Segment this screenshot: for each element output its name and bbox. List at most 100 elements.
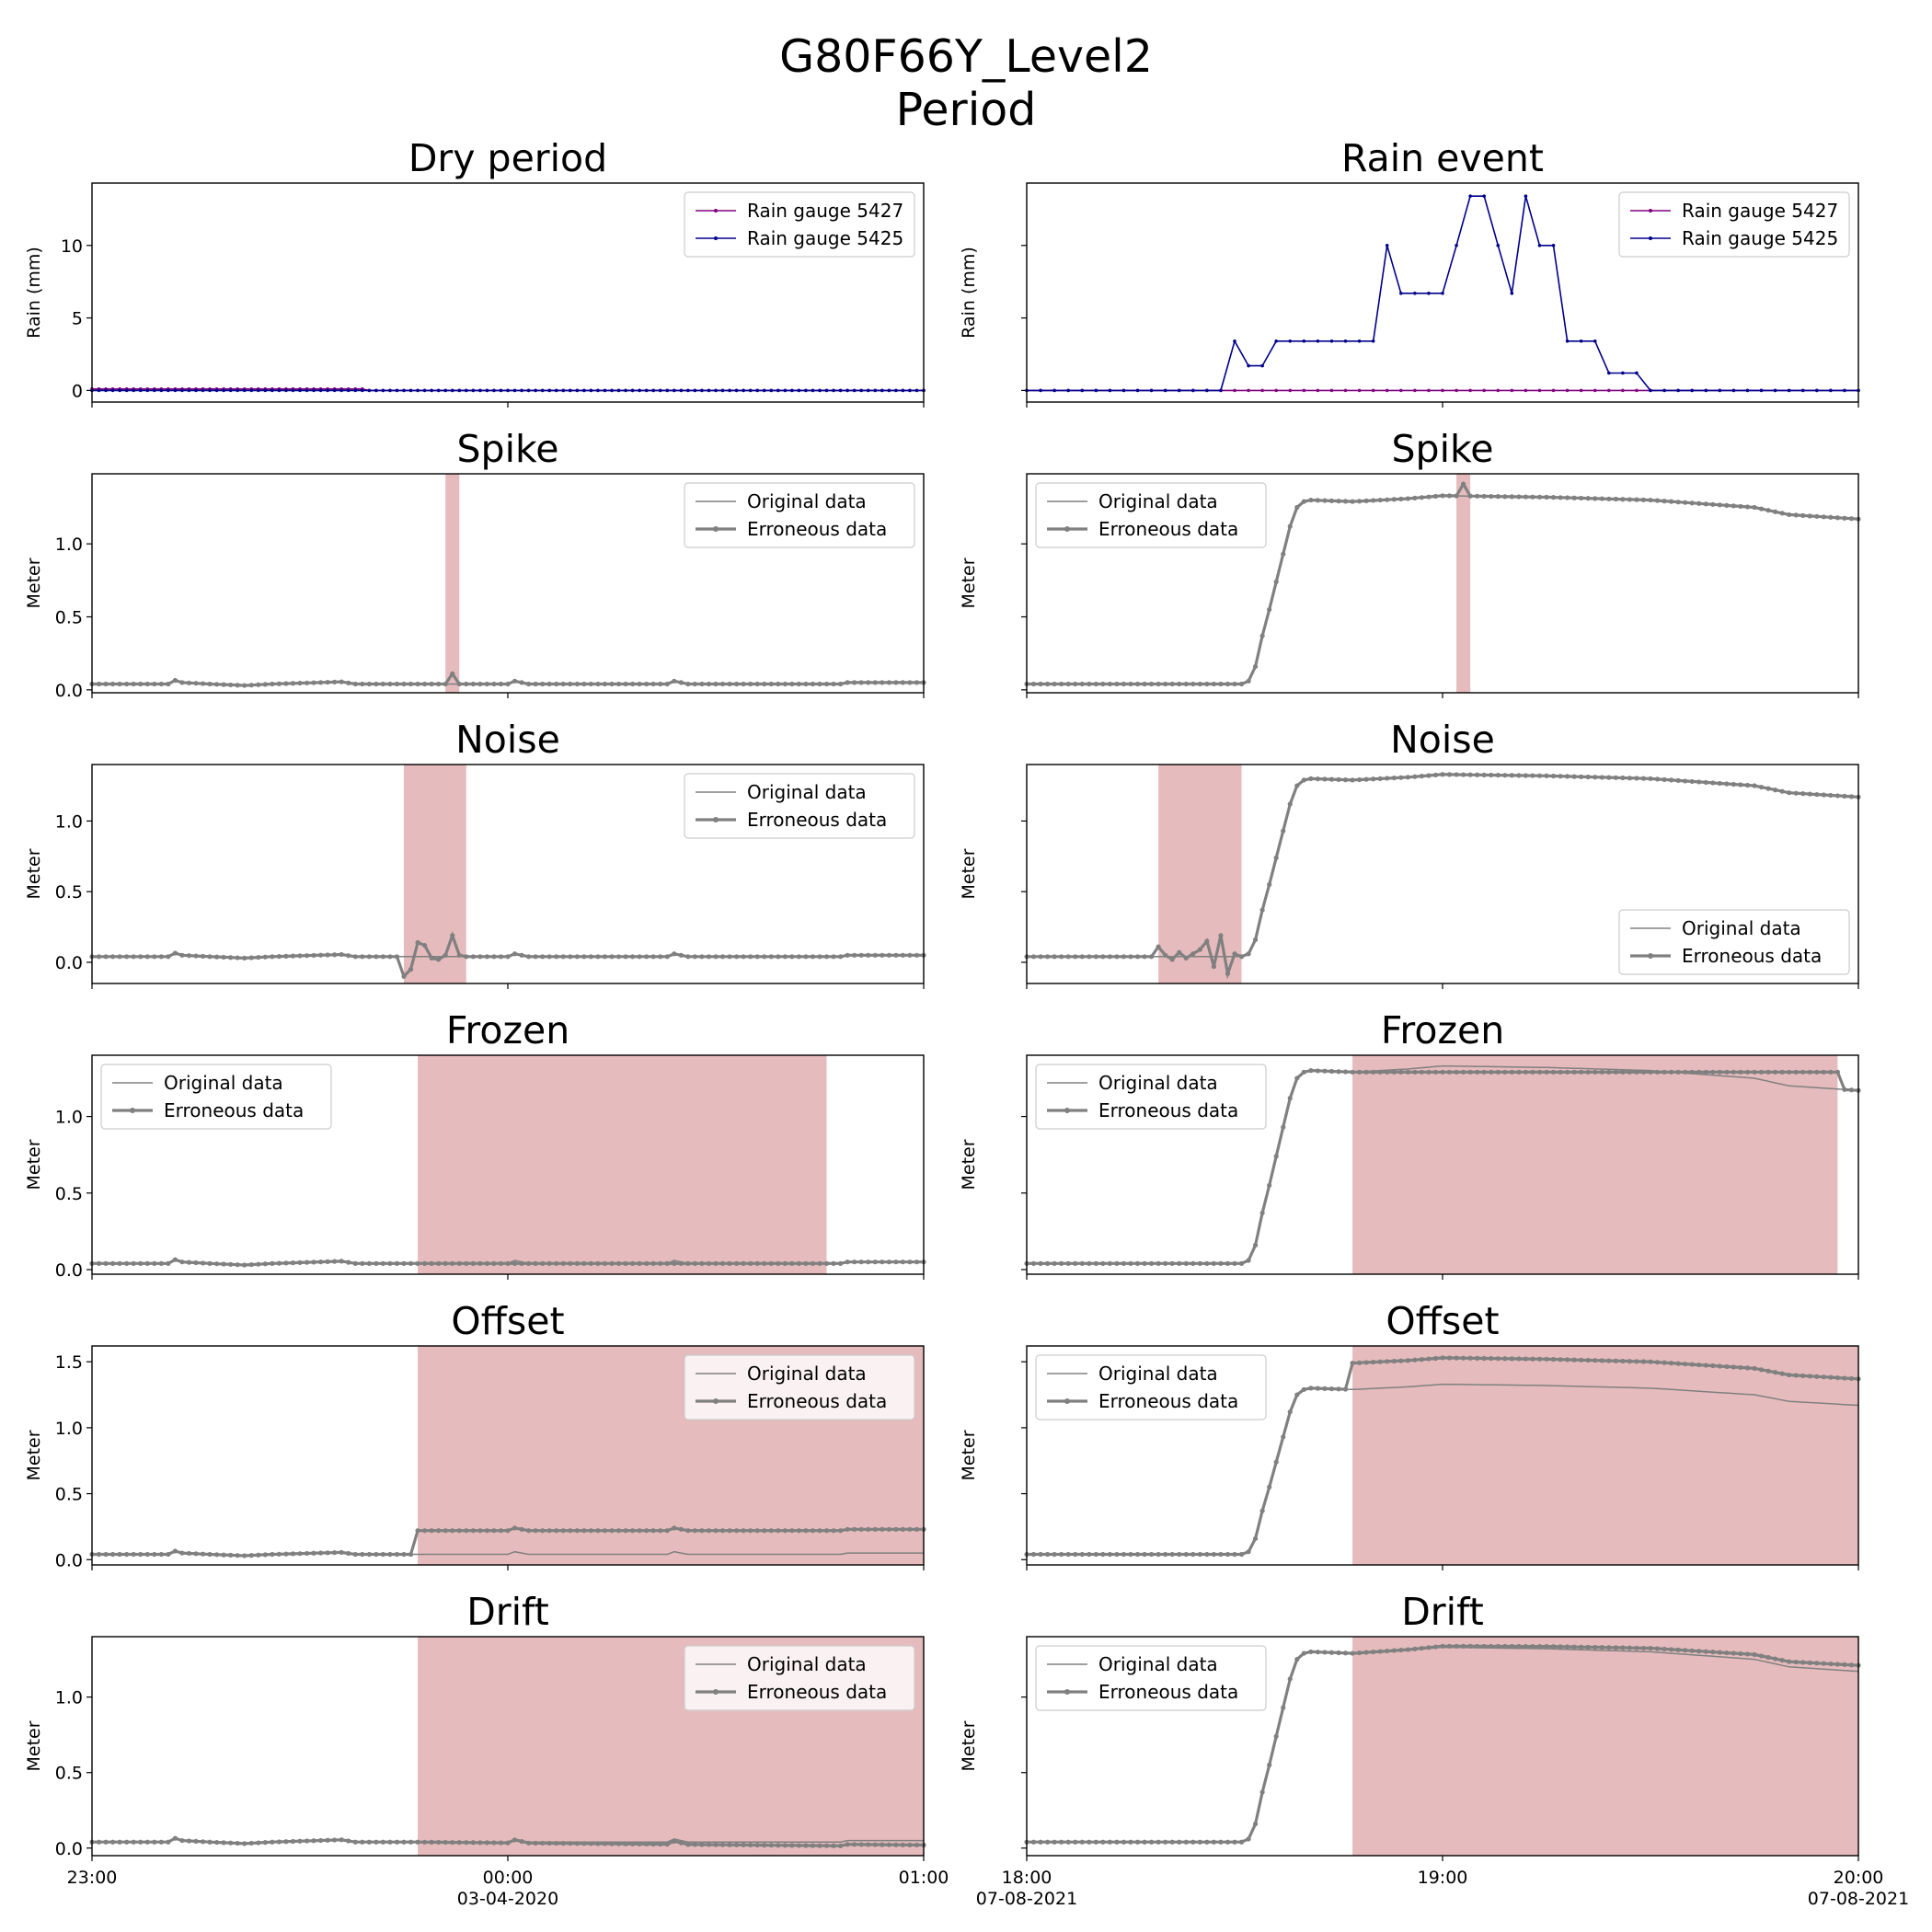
y-axis-label: Rain (mm) [959,247,979,339]
erroneous-point [1683,1648,1688,1653]
erroneous-point [1696,1649,1702,1654]
data-point [526,388,531,393]
erroneous-point [1710,1650,1716,1655]
erroneous-point [1800,1660,1806,1665]
data-point [714,388,718,393]
erroneous-point [1828,1374,1834,1380]
data-point [762,388,766,393]
subplot-title: Noise [455,718,560,762]
subplot-rain-offset: Offset Meter Original data Erroneous data [959,1299,1861,1570]
data-point [734,388,739,393]
data-point [1579,388,1583,393]
erroneous-point [519,1526,524,1532]
y-tick-label: 1.0 [55,1688,83,1708]
erroneous-point [1565,1644,1570,1650]
y-tick-label: 0.5 [55,607,83,627]
erroneous-point [886,1526,891,1532]
data-point [1080,388,1085,393]
data-point [1537,243,1542,247]
x-tick-label: 23:00 [67,1868,118,1888]
data-point [1482,194,1486,198]
data-point [1635,388,1639,393]
data-point [1233,339,1236,343]
data-point [512,388,517,393]
erroneous-point [1502,1356,1508,1362]
data-point [1163,388,1167,393]
data-point [859,388,863,393]
data-point [145,388,150,393]
data-point [1565,339,1570,343]
data-point [1413,388,1417,393]
data-point [242,388,247,393]
data-point [1718,388,1722,393]
erroneous-point [630,1528,636,1534]
data-point [1260,388,1264,393]
data-point [783,388,788,393]
data-point [1343,339,1348,343]
erroneous-point [554,1528,559,1534]
erroneous-point [1606,1645,1612,1650]
data-point [318,388,323,393]
data-point [208,388,212,393]
erroneous-point [914,1526,920,1532]
erroneous-point [1717,1650,1722,1655]
legend-box [684,1354,915,1420]
erroneous-point [1669,1361,1674,1366]
erroneous-point [880,1842,885,1847]
data-point [818,388,822,393]
erroneous-point [1703,1649,1708,1654]
data-point [1607,371,1611,375]
error-span [1352,1346,1858,1565]
erroneous-point [1821,1661,1826,1666]
erroneous-point [1461,481,1466,487]
erroneous-point [1696,1362,1702,1368]
data-point [284,388,288,393]
erroneous-point [422,942,428,949]
erroneous-point [1536,1643,1543,1650]
data-point [1759,388,1764,393]
erroneous-point [706,1528,712,1534]
erroneous-point [866,1526,871,1532]
subplot-dry-noise: Noise 0.0 0.5 1.0 Meter Original data Erroneou… [24,718,926,989]
data-point [797,388,801,393]
erroneous-point [754,1842,760,1848]
erroneous-point [1385,1359,1390,1364]
erroneous-point [1821,1374,1826,1380]
x-tick-label: 07-08-2021 [1808,1889,1909,1909]
erroneous-point [1225,971,1231,976]
erroneous-point [1834,1662,1840,1667]
legend-box [100,1064,332,1130]
data-point [1510,291,1514,295]
data-point [506,388,510,393]
error-span [1158,765,1242,983]
data-point [1385,388,1389,393]
erroneous-point [1467,1069,1473,1075]
erroneous-point [623,1528,628,1534]
erroneous-point [1620,1358,1626,1364]
erroneous-point [1550,1356,1557,1363]
data-point [673,388,676,393]
erroneous-point [1634,1069,1639,1075]
data-point [110,388,115,393]
y-axis-label: Rain (mm) [24,247,44,339]
erroneous-point [470,1528,476,1534]
erroneous-point [838,1843,844,1848]
erroneous-point [443,1528,448,1534]
series-original-data [92,1259,924,1266]
legend: Original data Erroneous data [684,1645,915,1711]
y-tick-label: 1.0 [55,535,83,555]
data-point [132,388,135,393]
data-point [1247,363,1250,368]
y-tick-label: 1.5 [55,1352,83,1373]
data-point [457,388,462,393]
erroneous-point [1593,1644,1598,1650]
erroneous-point [1530,1356,1535,1362]
subplot-title: Spike [457,427,559,471]
legend: Original data Erroneous data [684,482,915,548]
erroneous-point [1495,1356,1501,1362]
erroneous-point [533,1528,538,1534]
y-tick-label: 0.0 [55,1260,83,1281]
data-point [339,388,344,393]
erroneous-point [408,967,414,972]
